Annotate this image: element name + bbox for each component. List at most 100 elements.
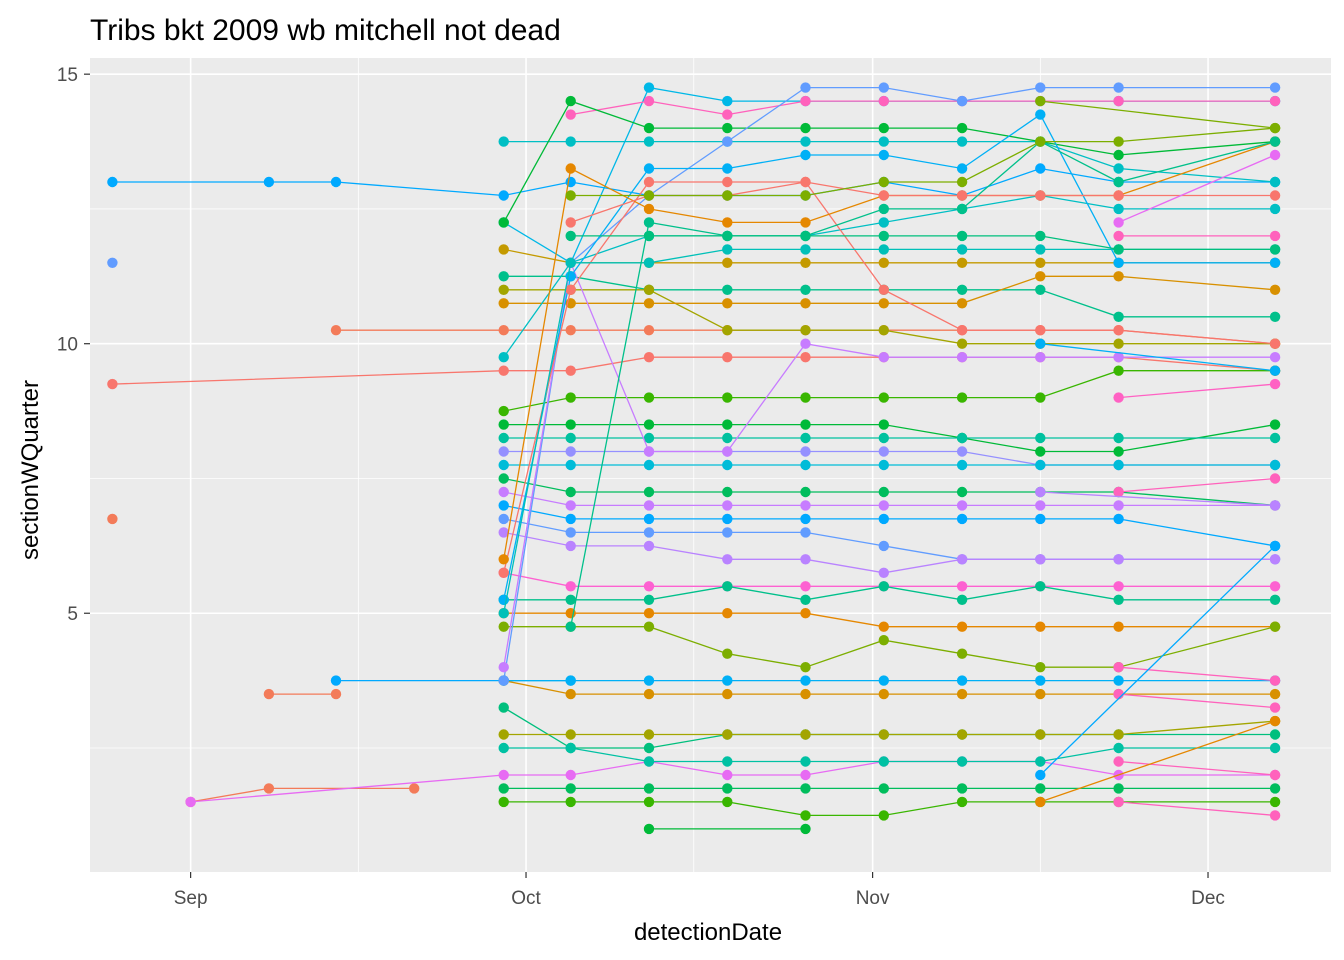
series-57 [1113,796,1281,821]
data-point [565,446,576,457]
series-60 [1035,715,1281,808]
data-point [1113,594,1124,605]
data-point [722,298,733,309]
data-point [1113,190,1124,201]
data-point [956,432,968,444]
data-point [643,783,655,794]
data-point [498,352,509,363]
data-point [956,176,968,188]
series-19 [498,432,1281,444]
data-point [498,729,509,740]
data-point [643,352,655,363]
series-line [503,801,1276,817]
data-point [643,594,655,605]
data-point [878,122,889,134]
data-point [498,298,509,309]
data-point [643,540,655,552]
data-point [1269,702,1281,713]
data-point [956,513,968,525]
data-point [643,823,655,835]
data-point [1035,769,1046,781]
data-point [643,298,655,309]
series-line [503,100,1276,223]
data-point [643,392,655,403]
data-point [878,446,889,457]
data-point [800,769,811,781]
series-39 [565,95,1281,120]
data-point [878,756,889,767]
data-point [956,675,968,686]
data-point [878,352,889,363]
data-point [643,419,655,430]
series-line [1040,720,1276,803]
data-point [498,513,509,525]
data-point [1113,621,1124,632]
data-point [878,230,889,242]
series-line [503,626,1276,668]
data-point [1269,810,1281,821]
data-point [330,688,342,700]
data-point [498,783,509,794]
data-point [643,446,655,457]
data-point [565,190,576,201]
data-point [1269,190,1281,201]
data-point [878,783,889,794]
data-point [643,257,655,268]
data-point [1113,486,1124,498]
series-6 [263,688,342,700]
data-point [498,675,509,686]
data-point [800,608,811,619]
data-point [1035,190,1046,201]
data-point [722,581,733,592]
data-point [1113,365,1124,376]
data-point [498,742,509,754]
data-point [107,257,118,268]
data-point [1035,338,1046,349]
data-point [643,459,655,471]
data-point [800,284,811,295]
data-point [800,513,811,525]
series-line [503,585,1276,601]
data-point [1035,621,1046,632]
data-point [878,486,889,498]
data-point [1269,176,1281,188]
data-point [1035,662,1046,673]
data-point [1269,715,1281,727]
data-point [1035,163,1046,174]
data-point [722,244,733,255]
data-point [1035,500,1046,511]
y-tick-label: 10 [57,335,78,356]
data-point [565,392,576,403]
data-point [1035,136,1046,147]
data-point [1269,500,1281,511]
data-point [722,163,733,174]
data-point [643,513,655,525]
data-point [263,783,275,794]
data-point [1035,688,1046,700]
data-point [956,163,968,174]
data-point [956,190,968,201]
y-tick-label: 15 [57,65,78,86]
data-point [956,284,968,295]
data-point [878,176,889,188]
data-point [1269,554,1281,565]
data-point [565,581,576,592]
data-point [800,594,811,605]
series-line [503,248,1276,614]
data-point [800,338,811,349]
series-line [1118,477,1276,493]
data-point [1113,203,1124,215]
data-point [1035,82,1046,93]
data-point [878,136,889,147]
series-54 [1113,662,1281,686]
data-point [1035,271,1046,282]
data-point [800,230,811,242]
data-point [643,486,655,498]
data-point [1113,82,1124,93]
data-point [722,176,733,188]
data-point [1035,284,1046,295]
data-point [722,486,733,498]
data-point [956,581,968,592]
data-point [722,527,733,538]
